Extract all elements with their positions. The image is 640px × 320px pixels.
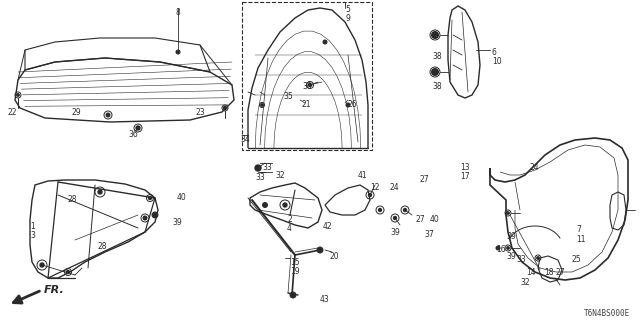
Circle shape <box>255 165 261 171</box>
Circle shape <box>40 263 44 267</box>
Text: FR.: FR. <box>44 285 65 295</box>
Circle shape <box>323 40 327 44</box>
Text: 28: 28 <box>97 242 106 251</box>
Text: 39: 39 <box>172 218 182 227</box>
Text: 2: 2 <box>287 215 292 224</box>
Circle shape <box>378 209 381 212</box>
Text: 27: 27 <box>420 175 429 184</box>
Text: 41: 41 <box>358 171 367 180</box>
Text: 38: 38 <box>432 82 442 91</box>
Text: 20: 20 <box>330 252 340 261</box>
Text: 9: 9 <box>345 14 350 23</box>
Text: 23: 23 <box>195 108 205 117</box>
Circle shape <box>290 292 296 298</box>
Circle shape <box>106 113 110 117</box>
Circle shape <box>507 247 509 249</box>
Text: 19: 19 <box>290 267 300 276</box>
Text: 22: 22 <box>8 108 17 117</box>
Circle shape <box>394 217 397 220</box>
Circle shape <box>136 126 140 130</box>
Circle shape <box>403 209 406 212</box>
Text: 38: 38 <box>432 52 442 61</box>
Text: 40: 40 <box>430 215 440 224</box>
Text: 14: 14 <box>526 268 536 277</box>
Text: 18: 18 <box>544 268 554 277</box>
Text: 24: 24 <box>530 163 540 172</box>
Text: 34: 34 <box>240 135 250 144</box>
Text: 37: 37 <box>424 230 434 239</box>
Text: 12: 12 <box>370 183 380 192</box>
Text: 3: 3 <box>30 231 35 240</box>
Circle shape <box>496 246 500 250</box>
Circle shape <box>223 107 227 109</box>
Text: 10: 10 <box>492 57 502 66</box>
Text: 33: 33 <box>516 255 525 264</box>
Circle shape <box>537 257 540 259</box>
Text: 40: 40 <box>177 193 187 202</box>
Text: 39: 39 <box>506 252 516 261</box>
Text: 33: 33 <box>262 163 272 172</box>
Circle shape <box>152 212 158 218</box>
Text: 11: 11 <box>576 235 586 244</box>
Text: 6: 6 <box>492 48 497 57</box>
Text: 35: 35 <box>283 92 292 101</box>
Text: 1: 1 <box>30 222 35 231</box>
Text: 36: 36 <box>128 130 138 139</box>
Text: 30: 30 <box>302 82 312 91</box>
Text: T6N4BS000E: T6N4BS000E <box>584 309 630 318</box>
Text: 16: 16 <box>496 245 506 254</box>
Text: 27: 27 <box>415 215 424 224</box>
Bar <box>242 2 372 150</box>
Circle shape <box>308 84 312 86</box>
Text: 8: 8 <box>175 8 180 17</box>
Circle shape <box>148 196 152 199</box>
Text: 39: 39 <box>506 232 516 241</box>
Text: 28: 28 <box>68 195 77 204</box>
Circle shape <box>283 203 287 207</box>
Text: 32: 32 <box>275 171 285 180</box>
Circle shape <box>317 247 323 253</box>
Text: 33: 33 <box>255 173 265 182</box>
Text: 25: 25 <box>572 255 582 264</box>
Text: 5: 5 <box>345 5 350 14</box>
Circle shape <box>431 68 438 76</box>
Text: 32: 32 <box>520 278 530 287</box>
Text: 21: 21 <box>302 100 312 109</box>
Text: 17: 17 <box>460 172 470 181</box>
Circle shape <box>346 103 350 107</box>
Circle shape <box>143 216 147 220</box>
Text: 43: 43 <box>320 295 330 304</box>
Text: 39: 39 <box>390 228 400 237</box>
Text: 4: 4 <box>287 224 292 233</box>
Text: 27: 27 <box>556 268 566 277</box>
Circle shape <box>98 190 102 194</box>
Circle shape <box>369 194 371 196</box>
Text: 13: 13 <box>460 163 470 172</box>
Circle shape <box>262 203 268 207</box>
Text: 15: 15 <box>290 258 300 267</box>
Circle shape <box>507 212 509 214</box>
Circle shape <box>67 270 70 274</box>
Circle shape <box>176 50 180 54</box>
Text: 7: 7 <box>576 225 581 234</box>
Circle shape <box>17 94 19 96</box>
Text: 42: 42 <box>323 222 333 231</box>
Text: 29: 29 <box>72 108 82 117</box>
Text: 26: 26 <box>348 100 358 109</box>
Circle shape <box>261 104 263 106</box>
Circle shape <box>431 31 438 38</box>
Text: 24: 24 <box>390 183 399 192</box>
